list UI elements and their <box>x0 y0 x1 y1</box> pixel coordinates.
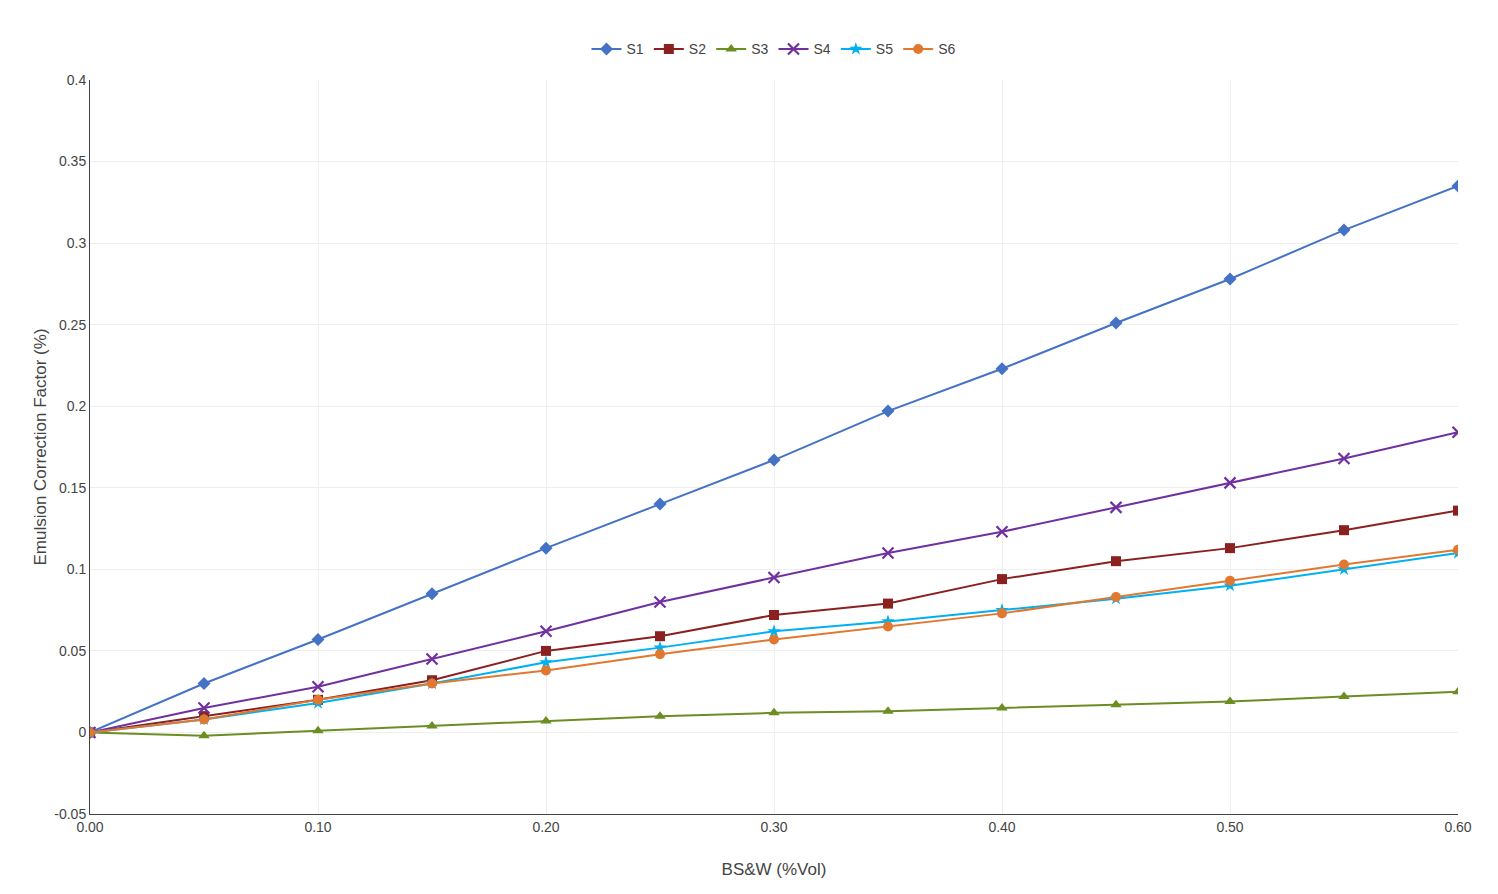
svg-text:BS&W (%Vol): BS&W (%Vol) <box>722 860 827 879</box>
svg-text:0.3: 0.3 <box>67 235 87 251</box>
svg-text:0.25: 0.25 <box>59 317 86 333</box>
svg-text:S6: S6 <box>938 41 955 57</box>
svg-text:0.05: 0.05 <box>59 643 86 659</box>
svg-text:S4: S4 <box>814 41 831 57</box>
svg-text:-0.05: -0.05 <box>54 806 86 822</box>
svg-text:0.00: 0.00 <box>76 819 103 835</box>
svg-text:0.35: 0.35 <box>59 153 86 169</box>
svg-text:S5: S5 <box>876 41 893 57</box>
svg-text:0.50: 0.50 <box>1216 819 1243 835</box>
svg-text:0.60: 0.60 <box>1444 819 1471 835</box>
svg-text:0: 0 <box>78 724 86 740</box>
svg-text:0.2: 0.2 <box>67 398 87 414</box>
svg-text:0.10: 0.10 <box>304 819 331 835</box>
svg-text:0.15: 0.15 <box>59 480 86 496</box>
svg-text:S2: S2 <box>689 41 706 57</box>
svg-text:0.4: 0.4 <box>67 72 87 88</box>
svg-text:0.20: 0.20 <box>532 819 559 835</box>
svg-text:S3: S3 <box>751 41 768 57</box>
svg-text:Emulsion Correction Factor (%): Emulsion Correction Factor (%) <box>31 328 50 565</box>
svg-text:S1: S1 <box>627 41 644 57</box>
svg-text:0.1: 0.1 <box>67 561 87 577</box>
svg-text:0.30: 0.30 <box>760 819 787 835</box>
svg-text:0.40: 0.40 <box>988 819 1015 835</box>
